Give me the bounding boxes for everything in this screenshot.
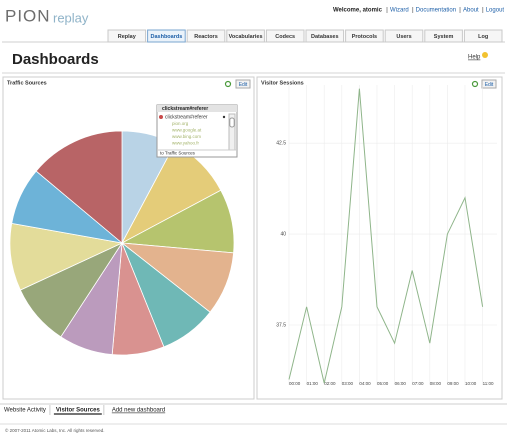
popup-item[interactable]: www.google.at: [172, 128, 202, 133]
x-tick-label: 06:00: [395, 381, 407, 386]
tab[interactable]: [186, 29, 226, 43]
x-tick-label: 03:00: [342, 381, 354, 386]
header-link[interactable]: About: [463, 8, 479, 14]
tab-label[interactable]: Vocabularies: [229, 34, 263, 40]
panel-title: Visitor Sessions: [261, 80, 304, 86]
tab[interactable]: [424, 29, 463, 43]
tab-label[interactable]: Replay: [118, 34, 137, 40]
tab[interactable]: [147, 29, 186, 43]
radio[interactable]: [222, 115, 226, 119]
header-link[interactable]: Wizard: [390, 8, 409, 14]
edit-label[interactable]: Edit: [485, 82, 494, 88]
y-tick-label: 37.5: [276, 322, 286, 328]
help-icon[interactable]: [482, 52, 488, 58]
popup-footer: to Traffic Sources: [160, 151, 196, 156]
x-tick-label: 09:00: [447, 381, 459, 386]
y-tick-label: 42.5: [276, 141, 286, 147]
add-dashboard[interactable]: Add new dashboard: [112, 408, 165, 414]
scroll-thumb[interactable]: [229, 117, 235, 128]
x-tick-label: 11:00: [483, 381, 494, 386]
page-title: Dashboards: [12, 51, 99, 68]
tab-label[interactable]: Databases: [311, 34, 339, 40]
edit-button[interactable]: [235, 79, 251, 89]
tab[interactable]: [226, 29, 265, 43]
x-tick-label: 02:00: [324, 381, 336, 386]
popup-item[interactable]: www.yahoo.fr: [172, 141, 200, 146]
tab-label[interactable]: System: [434, 34, 454, 40]
x-tick-label: 01:00: [307, 381, 319, 386]
pie-slice: [35, 130, 123, 244]
header-link[interactable]: Documentation: [416, 8, 456, 14]
popup-item[interactable]: www.bing.com: [172, 134, 201, 139]
tab-label[interactable]: Users: [396, 34, 411, 40]
tab-label[interactable]: Reactors: [194, 34, 218, 40]
line-chart: 37.5 40 42.5 00:00 01:00 02:00 03:00 04:00 05:00…: [276, 85, 497, 386]
x-tick-label: 08:00: [430, 381, 442, 386]
tab[interactable]: [305, 29, 345, 43]
dashboard-tab[interactable]: Visitor Sources: [56, 408, 101, 414]
field-icon: [159, 115, 163, 119]
tab[interactable]: [107, 29, 147, 43]
popup-header: [157, 105, 237, 112]
x-tick-label: 10:00: [465, 381, 477, 386]
x-tick-label: 05:00: [377, 381, 389, 386]
popup-title: clickstream#referer: [162, 106, 208, 112]
pie-chart: [9, 130, 235, 356]
tab-label[interactable]: Protocols: [352, 34, 377, 40]
tab-label[interactable]: Log: [478, 34, 488, 40]
popup-box: [156, 104, 238, 158]
dashboard-tab[interactable]: Website Activity: [4, 408, 46, 414]
x-tick-label: 07:00: [412, 381, 424, 386]
logo: PION: [5, 6, 51, 25]
panel-title: Traffic Sources: [7, 80, 47, 86]
panel-sessions: [256, 76, 503, 400]
tab[interactable]: [265, 29, 305, 43]
field-popup: clickstream#referer clickstream#referer …: [156, 104, 238, 158]
x-tick-label: 00:00: [289, 381, 301, 386]
edit-button[interactable]: [481, 79, 497, 89]
welcome: Welcome, atomic: [333, 8, 383, 14]
tab-label[interactable]: Codecs: [275, 34, 295, 40]
footer: © 2007-2011 Atomic Labs, Inc. All rights…: [5, 427, 105, 433]
tab-label[interactable]: Dashboards: [151, 34, 183, 40]
line-series: [288, 88, 484, 384]
popup-field[interactable]: clickstream#referer: [165, 115, 208, 121]
header-link[interactable]: Logout: [486, 8, 505, 14]
tab[interactable]: [384, 29, 424, 43]
tab[interactable]: [463, 29, 503, 43]
refresh-icon[interactable]: [224, 80, 232, 88]
help-link[interactable]: Help: [468, 55, 481, 61]
y-tick-label: 40: [280, 231, 286, 237]
refresh-icon[interactable]: [471, 80, 479, 88]
edit-label[interactable]: Edit: [239, 82, 248, 88]
popup-item[interactable]: pion.org: [172, 121, 189, 126]
logo-sub: replay: [53, 10, 89, 25]
tab[interactable]: [345, 29, 384, 43]
x-tick-label: 04:00: [359, 381, 371, 386]
